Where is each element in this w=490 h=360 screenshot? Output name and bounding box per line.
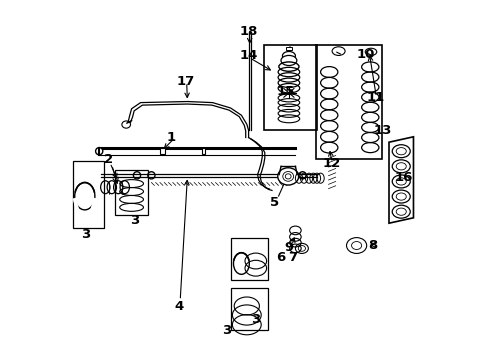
Ellipse shape: [346, 238, 367, 253]
Text: 16: 16: [394, 171, 413, 184]
Text: 15: 15: [276, 85, 294, 98]
Bar: [264, 45, 317, 130]
Ellipse shape: [96, 148, 103, 155]
Ellipse shape: [281, 55, 297, 66]
Ellipse shape: [392, 175, 410, 188]
Bar: [202, 148, 205, 154]
Bar: [116, 170, 148, 215]
Ellipse shape: [392, 205, 410, 218]
Ellipse shape: [392, 190, 410, 203]
Text: 4: 4: [175, 300, 184, 313]
Text: 3: 3: [251, 313, 260, 326]
Text: 3: 3: [222, 324, 232, 337]
Bar: [160, 148, 165, 154]
Text: 11: 11: [366, 91, 385, 104]
Text: 8: 8: [368, 239, 377, 252]
Ellipse shape: [392, 145, 410, 158]
Text: 13: 13: [373, 124, 392, 137]
Bar: [73, 161, 103, 228]
Text: 18: 18: [240, 25, 258, 38]
Text: 3: 3: [130, 214, 139, 227]
Text: 17: 17: [176, 75, 195, 87]
Text: 12: 12: [323, 157, 341, 170]
Text: 7: 7: [288, 251, 297, 264]
Text: 5: 5: [270, 196, 279, 209]
Bar: [231, 288, 269, 330]
Text: 14: 14: [240, 49, 258, 62]
Text: 3: 3: [81, 228, 91, 241]
Text: 2: 2: [104, 153, 113, 166]
Ellipse shape: [278, 168, 298, 185]
Text: 6: 6: [276, 251, 286, 264]
Text: 10: 10: [356, 48, 375, 61]
Text: 9: 9: [284, 241, 294, 254]
Bar: [231, 238, 269, 280]
Ellipse shape: [282, 51, 295, 60]
Bar: [286, 47, 292, 50]
Ellipse shape: [392, 160, 410, 173]
Text: 1: 1: [167, 131, 176, 144]
